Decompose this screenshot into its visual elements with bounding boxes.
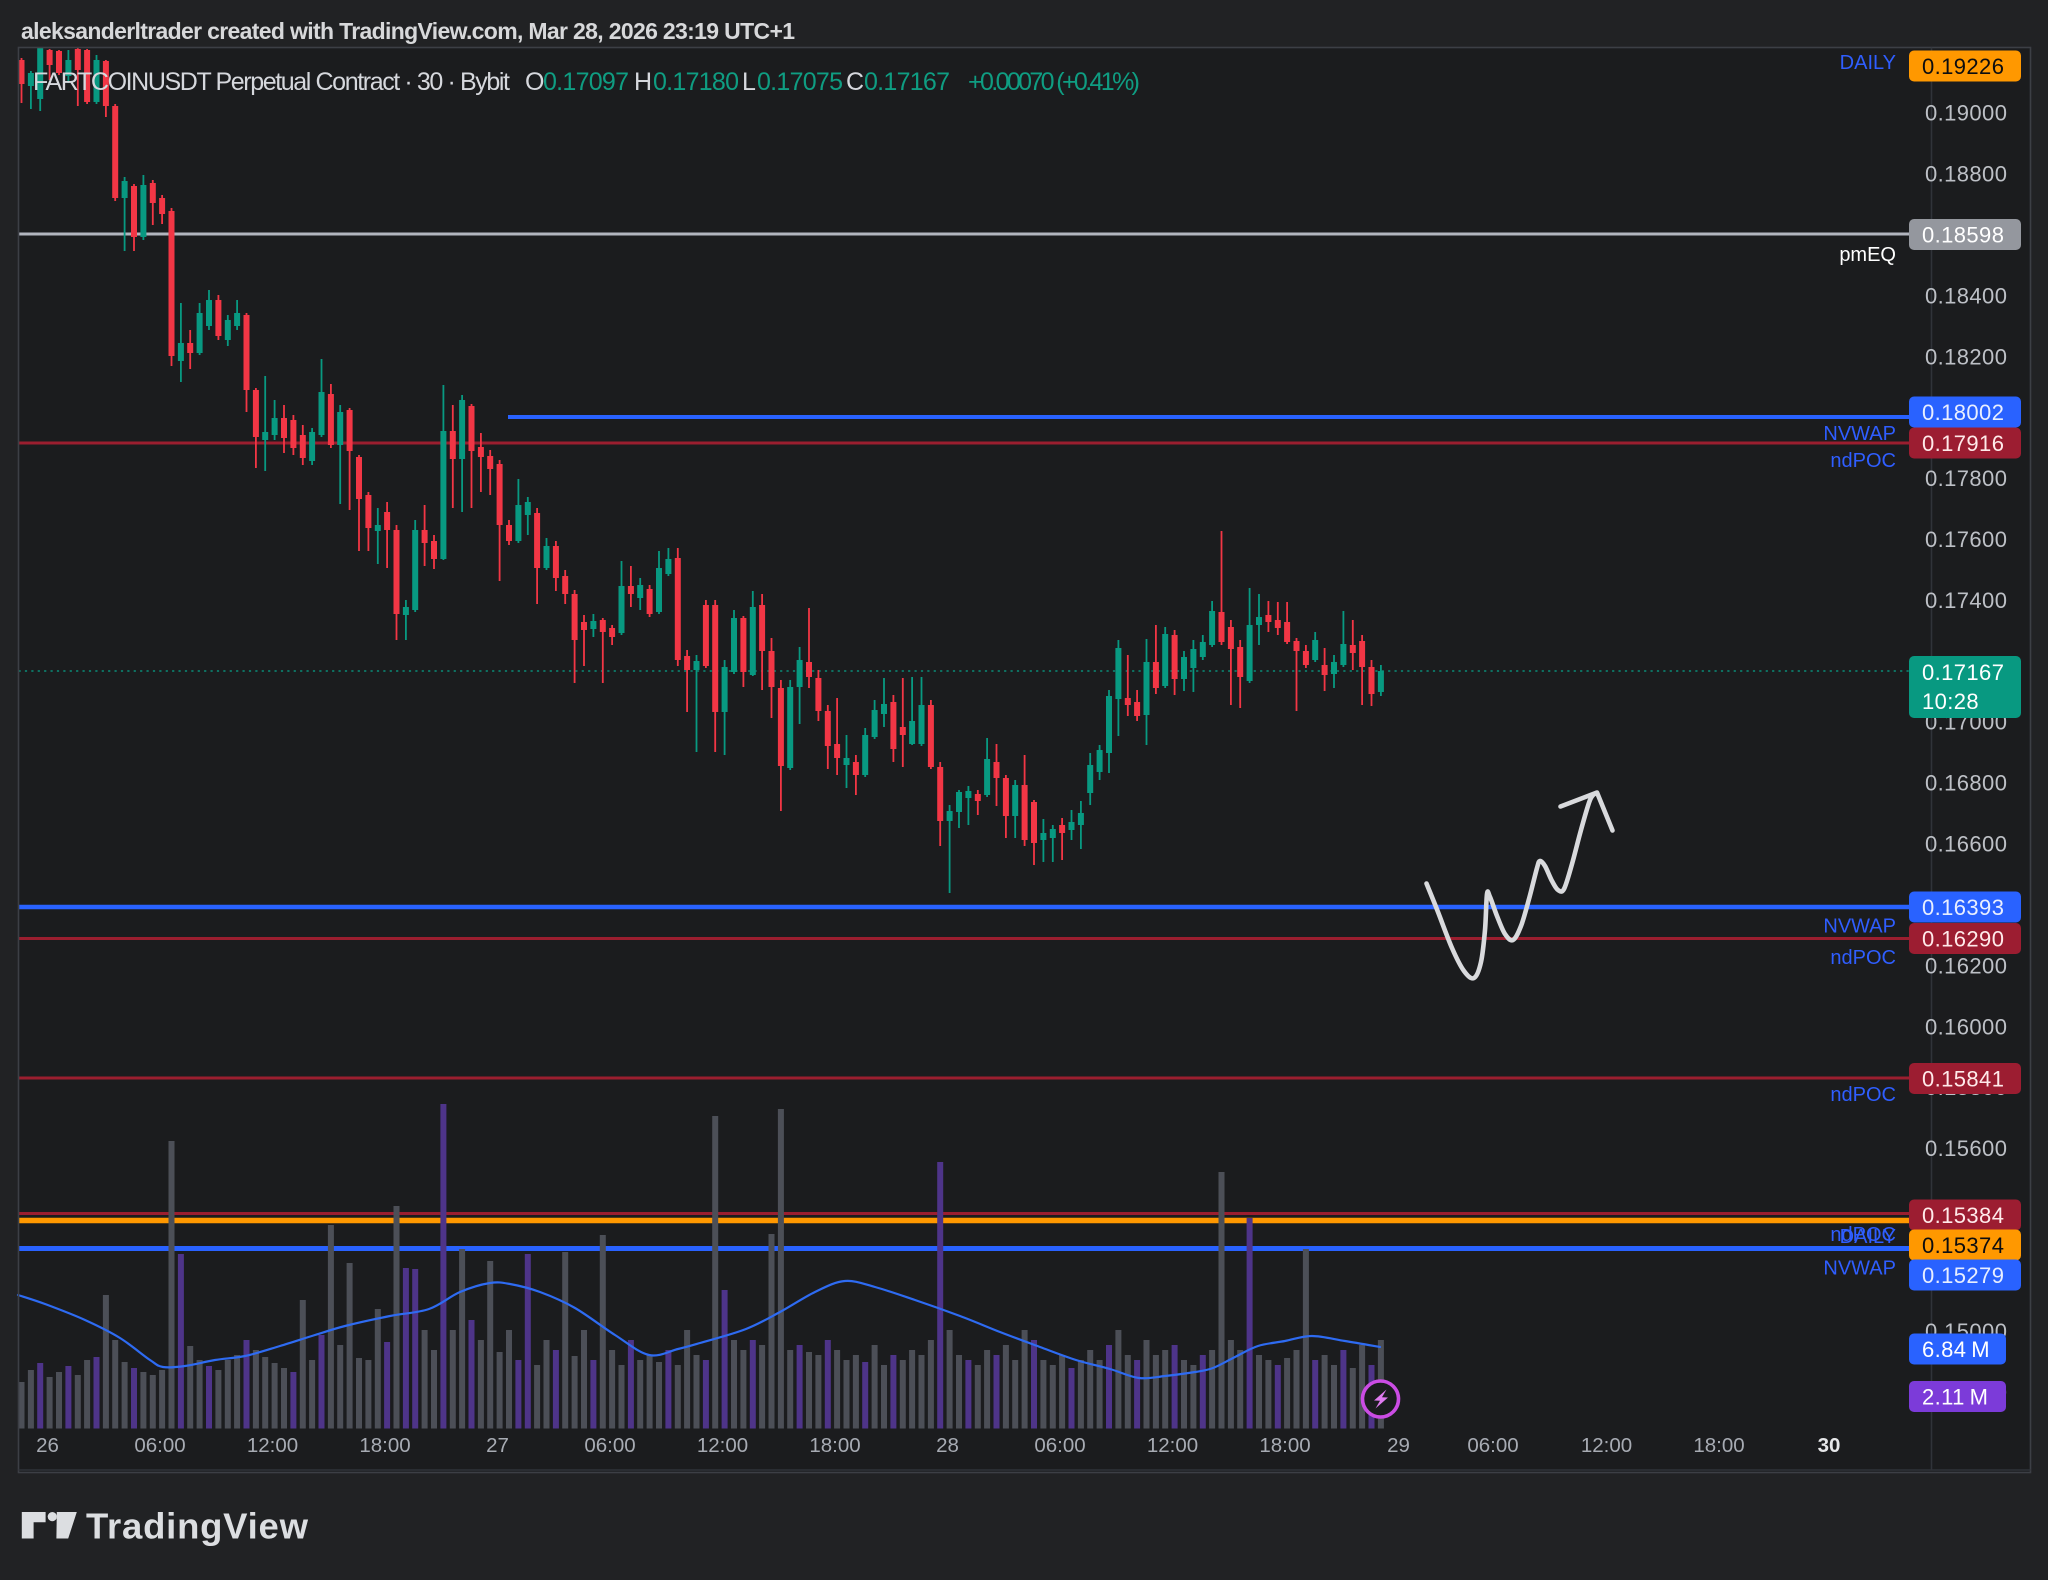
svg-text:0.19000: 0.19000 — [1925, 101, 2007, 126]
svg-text:FARTCOINUSDT Perpetual Contrac: FARTCOINUSDT Perpetual Contract · 30 · B… — [33, 68, 510, 96]
svg-text:NVWAP: NVWAP — [1823, 1258, 1896, 1280]
svg-text:18:00: 18:00 — [809, 1434, 860, 1457]
svg-text:0.16393: 0.16393 — [1922, 895, 2004, 920]
svg-text:DAILY: DAILY — [1840, 1226, 1896, 1248]
svg-text:0.18598: 0.18598 — [1922, 223, 2004, 248]
svg-text:pmEQ: pmEQ — [1839, 244, 1896, 266]
svg-text:0.19226: 0.19226 — [1922, 54, 2004, 79]
svg-text:L: L — [742, 68, 756, 96]
svg-text:0.17400: 0.17400 — [1925, 588, 2007, 613]
svg-text:0.15279: 0.15279 — [1922, 1263, 2004, 1288]
svg-text:ndPOC: ndPOC — [1830, 450, 1896, 472]
svg-text:06:00: 06:00 — [1034, 1434, 1085, 1457]
svg-text:ndPOC: ndPOC — [1830, 1224, 1896, 1246]
svg-text:0.17600: 0.17600 — [1925, 527, 2007, 552]
svg-text:ndPOC: ndPOC — [1830, 1084, 1896, 1106]
svg-text:H: H — [634, 68, 652, 96]
svg-text:0.16600: 0.16600 — [1925, 832, 2007, 857]
svg-text:0.16000: 0.16000 — [1925, 1014, 2007, 1039]
svg-text:0.17916: 0.17916 — [1922, 431, 2004, 456]
svg-text:0.16800: 0.16800 — [1925, 771, 2007, 796]
svg-text:0.16200: 0.16200 — [1925, 953, 2007, 978]
svg-text:0.17180: 0.17180 — [653, 68, 739, 96]
svg-text:0.15374: 0.15374 — [1922, 1233, 2004, 1258]
svg-text:27: 27 — [486, 1434, 509, 1457]
svg-text:06:00: 06:00 — [134, 1434, 185, 1457]
svg-text:0.18002: 0.18002 — [1922, 400, 2004, 425]
svg-text:06:00: 06:00 — [584, 1434, 635, 1457]
svg-text:C: C — [846, 68, 864, 96]
svg-text:NVWAP: NVWAP — [1823, 423, 1896, 445]
svg-text:O: O — [525, 68, 544, 96]
svg-text:6.84 M: 6.84 M — [1922, 1337, 1990, 1362]
svg-text:12:00: 12:00 — [247, 1434, 298, 1457]
svg-text:aleksanderltrader created with: aleksanderltrader created with TradingVi… — [21, 18, 795, 44]
svg-text:29: 29 — [1387, 1434, 1410, 1457]
svg-text:0.17097: 0.17097 — [543, 68, 629, 96]
svg-text:0.18200: 0.18200 — [1925, 345, 2007, 370]
svg-text:0.15384: 0.15384 — [1922, 1203, 2004, 1228]
svg-text:0.15600: 0.15600 — [1925, 1136, 2007, 1161]
svg-text:0.17075: 0.17075 — [757, 68, 843, 96]
svg-text:2.11 M: 2.11 M — [1922, 1385, 1988, 1410]
svg-text:0.17800: 0.17800 — [1925, 466, 2007, 491]
svg-text:12:00: 12:00 — [697, 1434, 748, 1457]
svg-text:0.17167: 0.17167 — [1922, 660, 2004, 685]
svg-text:10:28: 10:28 — [1922, 689, 1979, 714]
svg-text:06:00: 06:00 — [1467, 1434, 1518, 1457]
svg-text:ndPOC: ndPOC — [1830, 947, 1896, 969]
svg-text:TradingView: TradingView — [86, 1506, 309, 1547]
svg-text:18:00: 18:00 — [359, 1434, 410, 1457]
svg-text:NVWAP: NVWAP — [1823, 916, 1896, 938]
svg-text:12:00: 12:00 — [1147, 1434, 1198, 1457]
svg-text:18:00: 18:00 — [1693, 1434, 1744, 1457]
svg-text:12:00: 12:00 — [1581, 1434, 1632, 1457]
svg-text:26: 26 — [36, 1434, 59, 1457]
svg-text:28: 28 — [936, 1434, 959, 1457]
svg-text:0.17167: 0.17167 — [864, 68, 950, 96]
svg-text:18:00: 18:00 — [1259, 1434, 1310, 1457]
svg-text:0.18800: 0.18800 — [1925, 162, 2007, 187]
svg-text:+0.00070 (+0.41%): +0.00070 (+0.41%) — [968, 68, 1140, 96]
svg-text:0.16290: 0.16290 — [1922, 927, 2004, 952]
svg-text:0.18400: 0.18400 — [1925, 284, 2007, 309]
svg-text:DAILY: DAILY — [1840, 52, 1896, 74]
svg-text:0.15841: 0.15841 — [1922, 1067, 2004, 1092]
svg-text:30: 30 — [1818, 1434, 1841, 1457]
